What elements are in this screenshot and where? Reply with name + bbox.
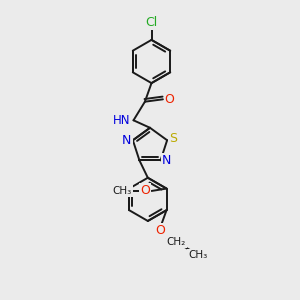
Text: CH₃: CH₃	[112, 186, 132, 196]
Text: N: N	[162, 154, 171, 167]
Text: Cl: Cl	[146, 16, 158, 29]
Text: O: O	[140, 184, 150, 197]
Text: HN: HN	[113, 114, 130, 127]
Text: O: O	[156, 224, 166, 237]
Text: CH₃: CH₃	[188, 250, 207, 260]
Text: S: S	[169, 132, 177, 145]
Text: O: O	[165, 93, 174, 106]
Text: CH₂: CH₂	[167, 237, 186, 247]
Text: N: N	[122, 134, 132, 147]
